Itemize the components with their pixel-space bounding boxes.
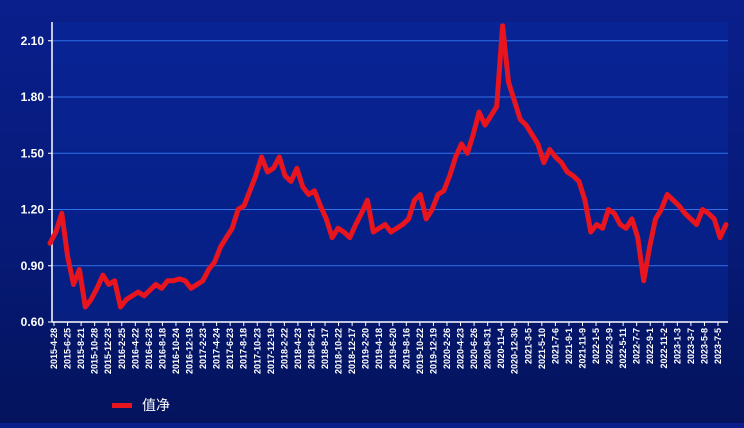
x-tick-label: 2016-6-23 [144, 328, 154, 369]
x-tick-label: 2019-6-20 [388, 328, 398, 369]
x-tick-label: 2020-4-23 [456, 328, 466, 369]
x-tick-label: 2015-12-23 [103, 328, 113, 374]
x-tick-label: 2019-8-16 [401, 328, 411, 369]
legend-label: 值净 [142, 398, 170, 414]
y-tick-label: 0.90 [21, 259, 45, 273]
x-tick-label: 2016-4-22 [130, 328, 140, 369]
x-tick-label: 2017-2-23 [198, 328, 208, 369]
x-tick-label: 2019-2-20 [361, 328, 371, 369]
x-tick-label: 2020-6-26 [469, 328, 479, 369]
legend-swatch [112, 402, 132, 408]
x-tick-label: 2018-8-17 [320, 328, 330, 369]
x-tick-label: 2016-2-25 [117, 328, 127, 369]
x-tick-label: 2023-3-7 [686, 328, 696, 364]
x-tick-label: 2021-3-5 [523, 328, 533, 364]
x-tick-label: 2021-7-6 [550, 328, 560, 364]
x-tick-label: 2020-12-30 [510, 328, 520, 374]
y-tick-label: 1.50 [21, 146, 45, 160]
x-tick-label: 2017-10-23 [252, 328, 262, 374]
x-tick-label: 2022-11-2 [659, 328, 669, 369]
x-tick-label: 2022-5-11 [618, 328, 628, 369]
x-tick-label: 2019-10-22 [415, 328, 425, 374]
x-tick-label: 2019-12-19 [428, 328, 438, 374]
y-tick-label: 0.60 [21, 315, 45, 329]
x-tick-label: 2021-9-1 [564, 328, 574, 364]
x-tick-label: 2023-7-5 [713, 328, 723, 364]
x-tick-label: 2015-10-28 [90, 328, 100, 374]
x-tick-label: 2016-10-24 [171, 328, 181, 374]
x-tick-label: 2018-4-23 [293, 328, 303, 369]
x-tick-label: 2016-8-18 [157, 328, 167, 369]
x-tick-label: 2022-1-5 [591, 328, 601, 364]
x-tick-label: 2018-12-17 [347, 328, 357, 374]
x-tick-label: 2017-6-23 [225, 328, 235, 369]
x-tick-label: 2015-4-28 [49, 328, 59, 369]
x-tick-label: 2020-2-26 [442, 328, 452, 369]
x-tick-label: 2020-11-4 [496, 328, 506, 369]
x-tick-label: 2021-5-10 [537, 328, 547, 369]
y-tick-label: 2.10 [21, 34, 45, 48]
x-tick-label: 2015-6-25 [63, 328, 73, 369]
x-tick-label: 2018-2-22 [279, 328, 289, 369]
x-tick-label: 2020-8-31 [483, 328, 493, 369]
x-tick-label: 2017-8-18 [239, 328, 249, 369]
series-line-value [47, 23, 729, 310]
x-tick-label: 2021-11-9 [577, 328, 587, 369]
x-tick-label: 2022-3-9 [605, 328, 615, 364]
legend: 值净 [112, 396, 170, 414]
x-tick-label: 2023-5-8 [699, 328, 709, 364]
x-tick-label: 2016-12-19 [185, 328, 195, 374]
x-tick-label: 2017-12-19 [266, 328, 276, 374]
x-tick-label: 2018-10-22 [334, 328, 344, 374]
x-tick-label: 2018-6-21 [306, 328, 316, 369]
x-tick-label: 2015-8-21 [76, 328, 86, 369]
x-tick-label: 2023-1-3 [672, 328, 682, 364]
x-tick-label: 2019-4-18 [374, 328, 384, 369]
y-tick-label: 1.20 [21, 203, 45, 217]
x-tick-label: 2022-9-1 [645, 328, 655, 364]
x-tick-label: 2022-7-7 [632, 328, 642, 364]
plot-area [52, 22, 728, 322]
y-tick-label: 1.80 [21, 90, 45, 104]
x-tick-label: 2017-4-24 [212, 328, 222, 369]
